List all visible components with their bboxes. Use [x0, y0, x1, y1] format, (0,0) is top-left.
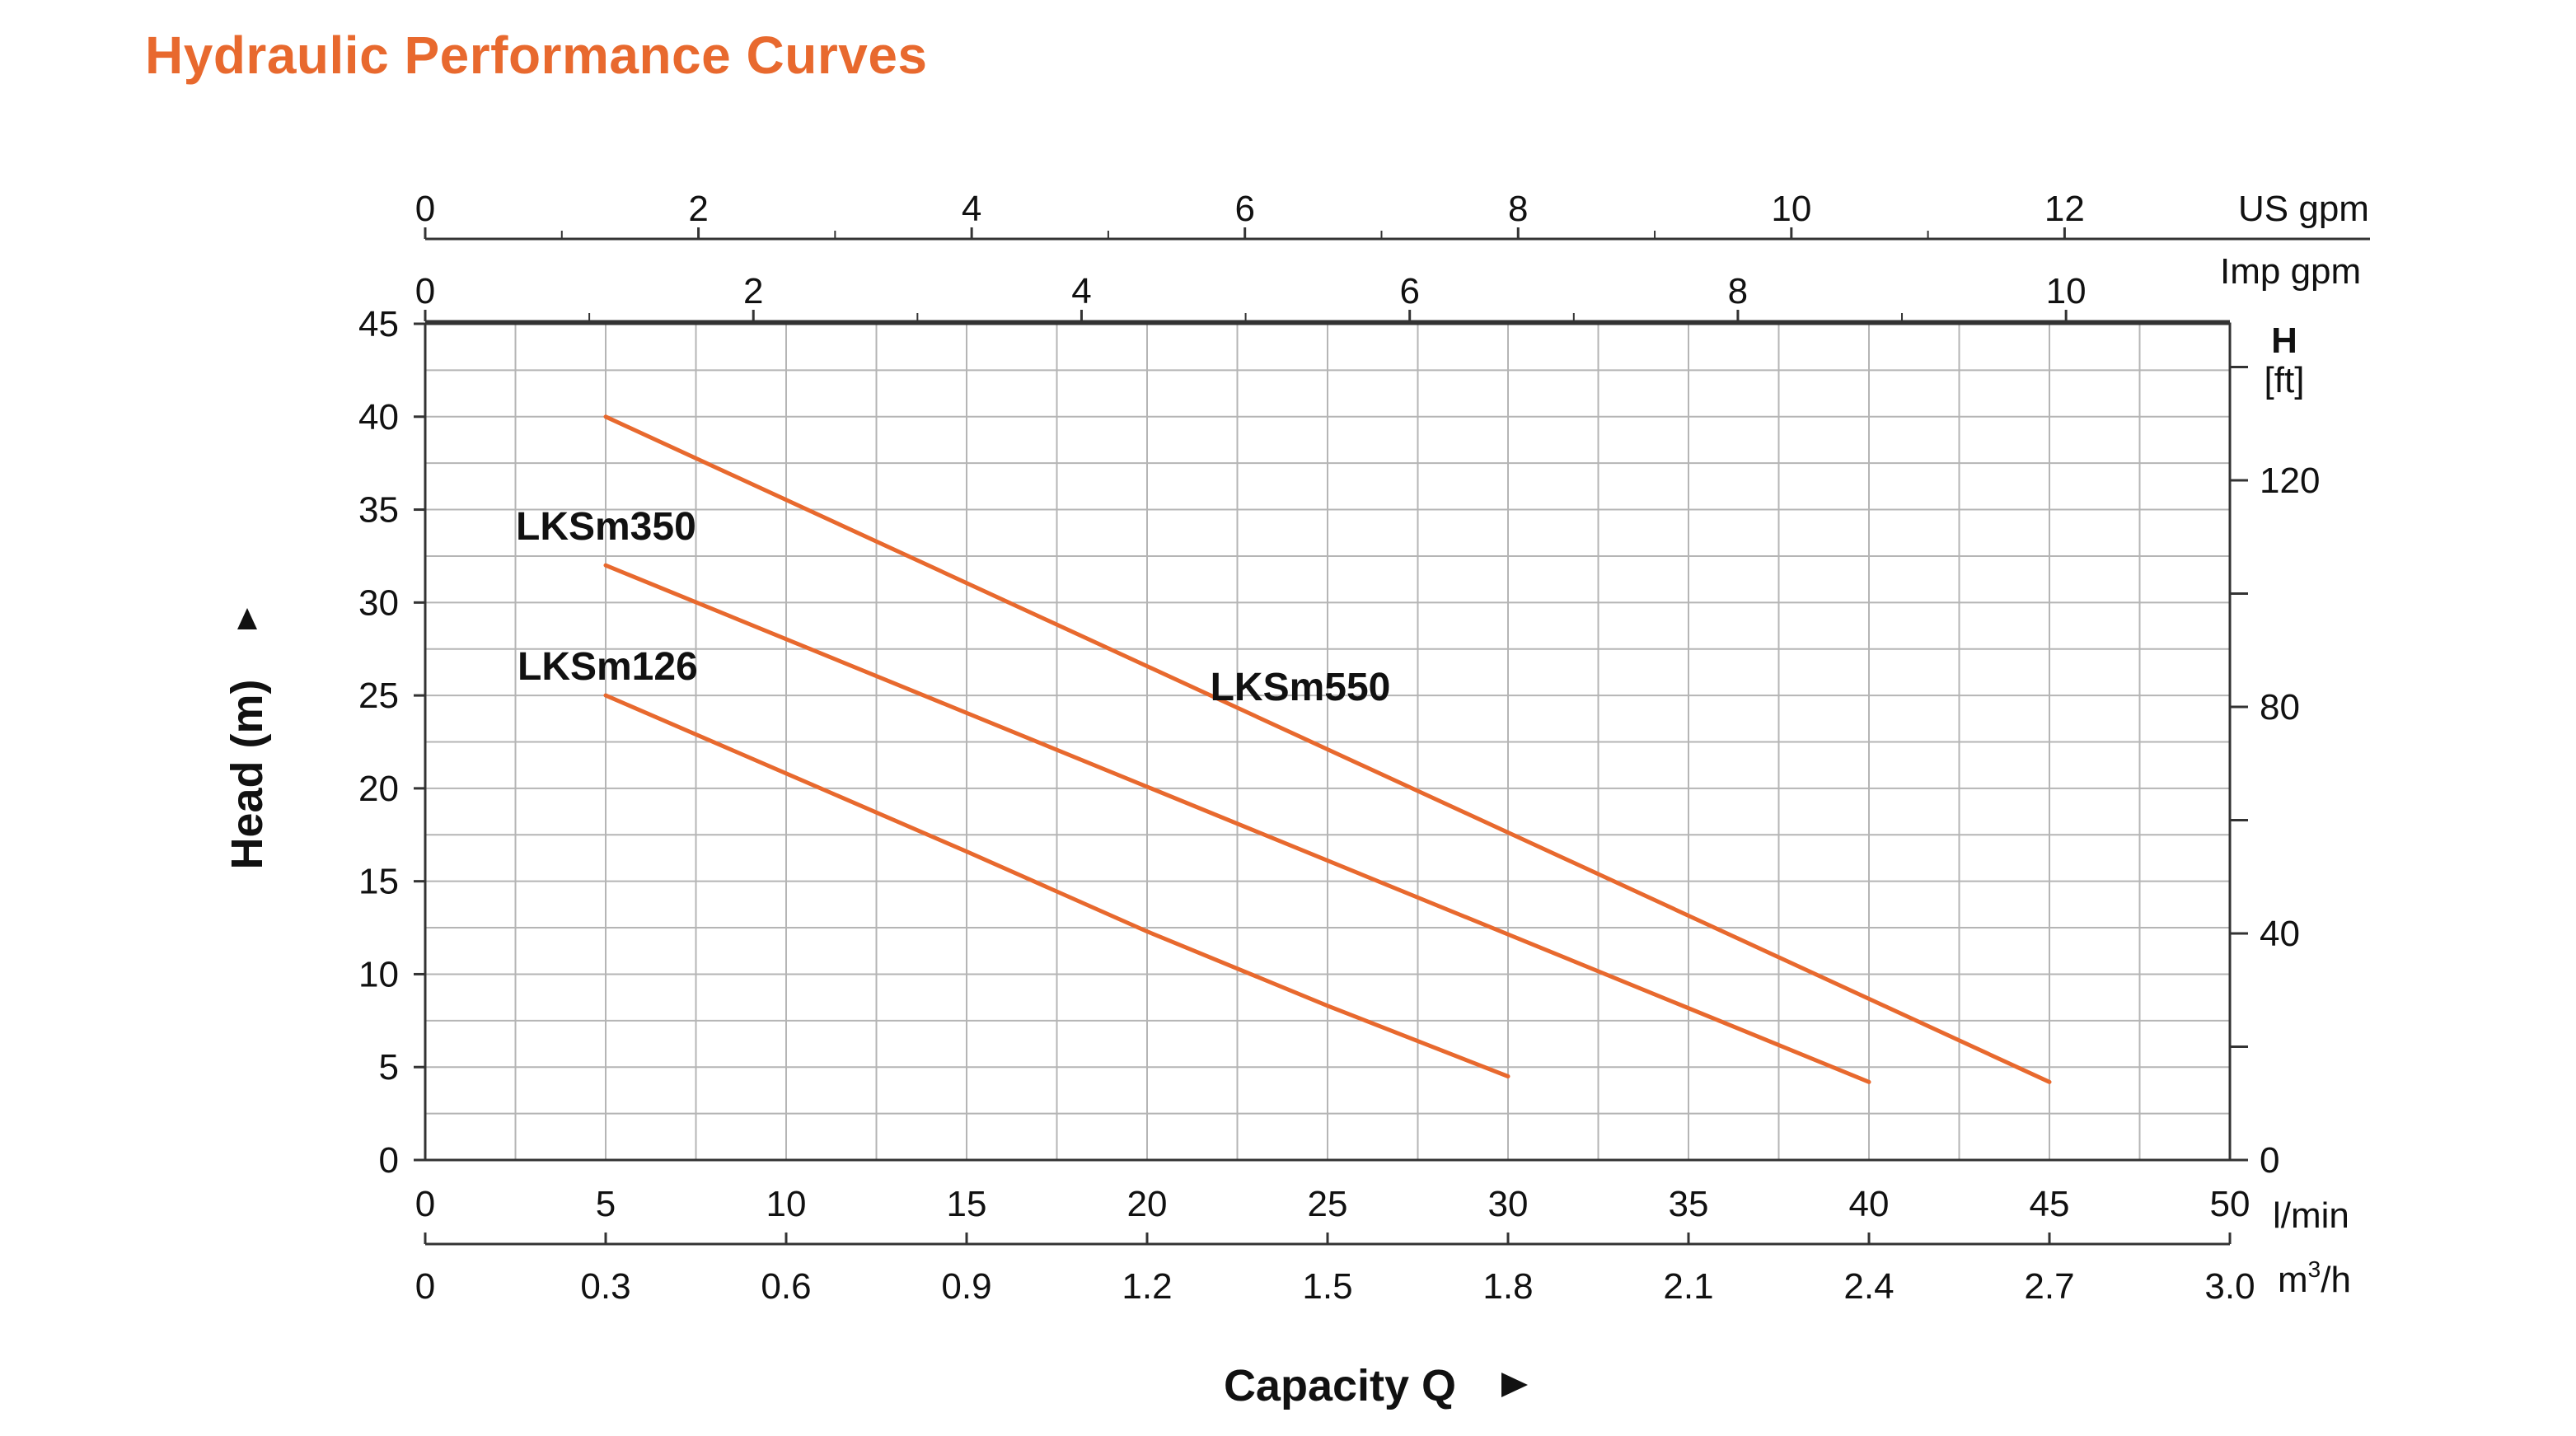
secondary-tick-label: 1.2 [1122, 1266, 1172, 1307]
x-tick-label: 25 [1308, 1184, 1348, 1224]
y-tick-label: 30 [358, 582, 399, 623]
x-tick-label: 30 [1488, 1184, 1529, 1224]
x-tick-label: 0 [415, 1184, 435, 1224]
secondary-tick-label: 3.0 [2204, 1266, 2255, 1307]
series-line-lksm350 [603, 563, 1871, 1084]
x-tick-label: 20 [1127, 1184, 1168, 1224]
secondary-tick-label: 6 [1234, 189, 1254, 229]
series-label-lksm550: LKSm550 [1211, 666, 1391, 709]
secondary-tick-label: 8 [1728, 271, 1748, 311]
y-tick-label: 20 [358, 769, 399, 809]
secondary-tick-label: 2.4 [1843, 1266, 1894, 1307]
secondary-tick-label: 0.3 [580, 1266, 630, 1307]
series-label-lksm350: LKSm350 [516, 505, 696, 549]
y-tick-label: 0 [379, 1140, 399, 1181]
x-tick-label: 15 [947, 1184, 987, 1224]
secondary-tick-label: 12 [2044, 189, 2085, 229]
secondary-tick-label: 1.5 [1302, 1266, 1352, 1307]
secondary-tick-label: 10 [2046, 271, 2087, 311]
y-tick-label: 25 [358, 676, 399, 716]
y-axis-title: Head (m) [222, 679, 272, 869]
y-tick-label: 35 [358, 490, 399, 531]
chart-labels: Head (m) Capacity Q LKSm550 LKSm350 LKSm126 [222, 505, 1528, 1410]
secondary-tick-label: 0 [415, 189, 435, 229]
secondary-tick-label: 4 [1071, 271, 1091, 311]
secondary-tick-label: 2 [743, 271, 763, 311]
secondary-tick-label: 2.1 [1663, 1266, 1713, 1307]
ft-tick-label: 40 [2260, 914, 2300, 954]
y-axis-arrow-icon [237, 608, 257, 629]
page-title: Hydraulic Performance Curves [145, 26, 928, 85]
y-tick-label: 40 [358, 397, 399, 437]
secondary-tick-label: 0.9 [941, 1266, 991, 1307]
y-tick-label: 5 [379, 1047, 399, 1088]
ft-tick-label: 80 [2260, 687, 2300, 727]
m3h-unit-label: m3/h [2278, 1256, 2351, 1300]
ft-tick-label: 120 [2260, 461, 2320, 501]
y-tick-label: 45 [358, 304, 399, 344]
y-tick-label: 10 [358, 954, 399, 994]
series-lines [603, 414, 2052, 1084]
plot-frame [424, 322, 2232, 1162]
ft-tick-label: 0 [2260, 1140, 2279, 1181]
x-tick-label: 35 [1669, 1184, 1709, 1224]
imp-gpm-unit-label: Imp gpm [2220, 251, 2361, 292]
secondary-tick-label: 6 [1399, 271, 1419, 311]
us-gpm-unit-label: US gpm [2238, 189, 2369, 229]
secondary-tick-label: 4 [962, 189, 981, 229]
x-tick-label: 45 [2030, 1184, 2070, 1224]
ft-unit-label-ft: [ft] [2265, 360, 2305, 400]
x-axis-arrow-icon [1501, 1373, 1528, 1397]
ft-unit-label-h: H [2271, 320, 2297, 361]
x-tick-label: 10 [766, 1184, 807, 1224]
grid-lines [425, 324, 2230, 1160]
secondary-tick-label: 0 [415, 1266, 435, 1307]
secondary-tick-label: 8 [1508, 189, 1528, 229]
x-tick-label: 40 [1849, 1184, 1890, 1224]
secondary-tick-label: 2.7 [2024, 1266, 2074, 1307]
secondary-tick-label: 2 [688, 189, 708, 229]
y-tick-label: 15 [358, 862, 399, 902]
x-axis-title: Capacity Q [1224, 1361, 1456, 1410]
series-line-lksm126 [603, 693, 1510, 1078]
series-line-lksm550 [603, 414, 2052, 1084]
secondary-tick-label: 10 [1771, 189, 1811, 229]
x-tick-label: 50 [2210, 1184, 2250, 1224]
series-label-lksm126: LKSm126 [518, 645, 698, 689]
secondary-tick-label: 1.8 [1482, 1266, 1533, 1307]
secondary-tick-label: 0 [415, 271, 435, 311]
x-unit-label: l/min [2273, 1195, 2349, 1236]
secondary-tick-label: 0.6 [761, 1266, 811, 1307]
x-tick-label: 5 [596, 1184, 616, 1224]
